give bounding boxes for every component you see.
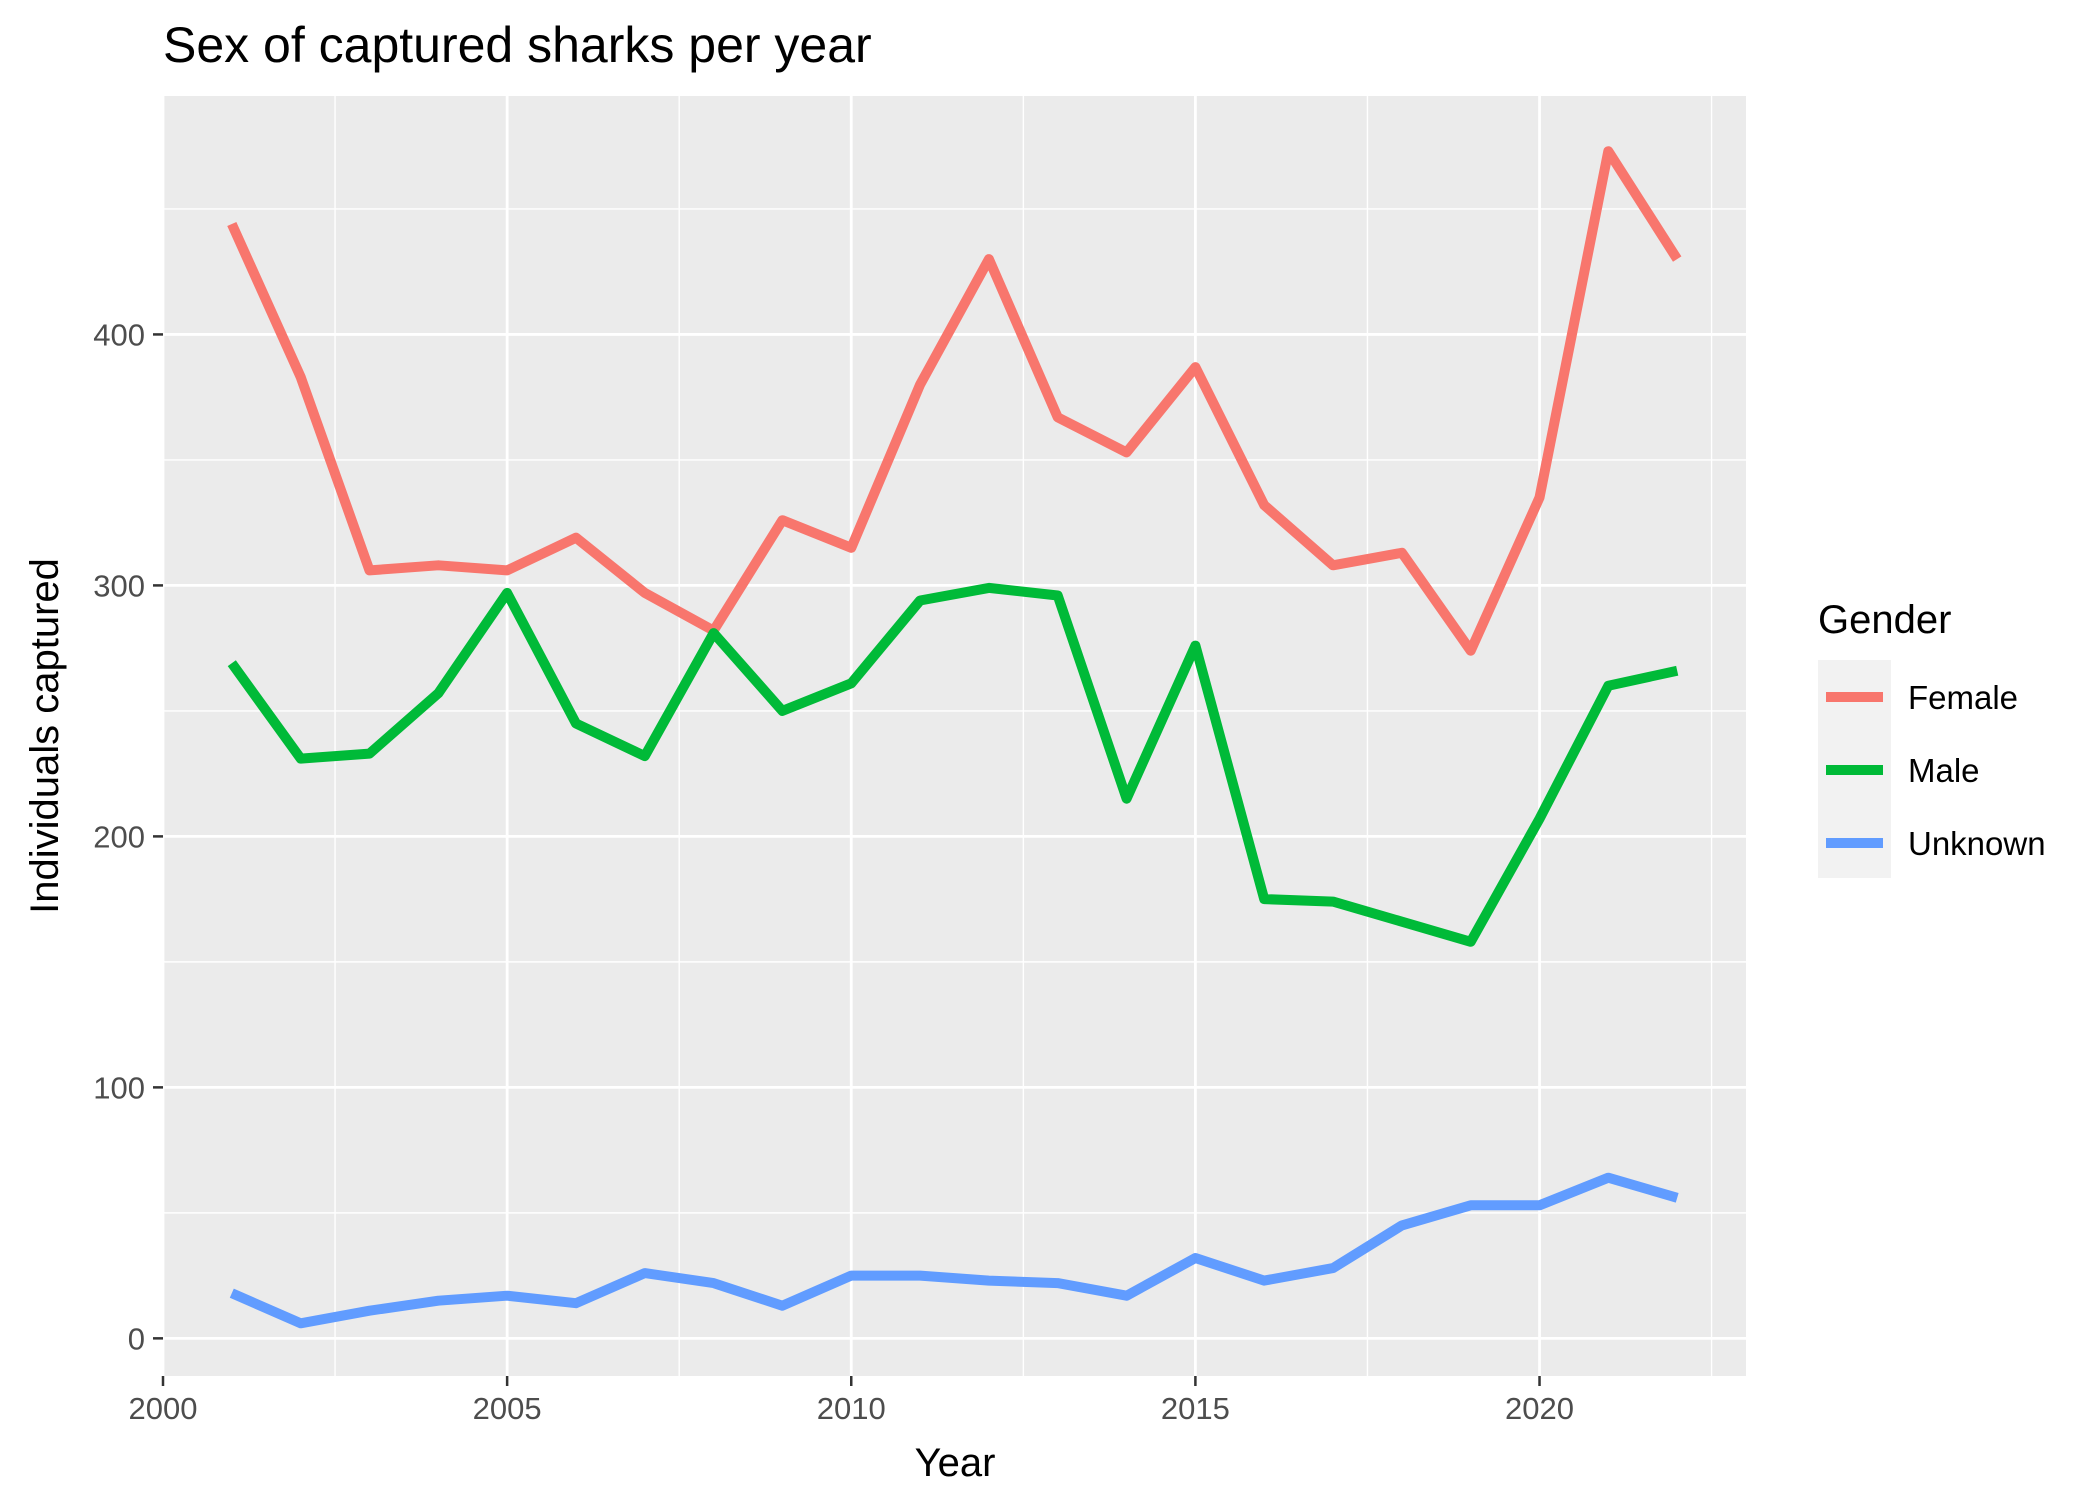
legend-title: Gender bbox=[1818, 598, 1951, 642]
series-lines bbox=[227, 146, 1682, 1329]
plot-panel bbox=[163, 96, 1746, 1376]
y-axis-label: Individuals captured bbox=[23, 558, 67, 914]
legend-label-female: Female bbox=[1908, 679, 2018, 716]
y-tick-label: 200 bbox=[93, 819, 145, 854]
series-line-female bbox=[227, 146, 1682, 656]
y-tick-label: 400 bbox=[93, 317, 145, 352]
legend: Gender Female Male Unknown bbox=[1818, 598, 2046, 878]
legend-label-male: Male bbox=[1908, 752, 1980, 789]
y-tick-label: 0 bbox=[128, 1321, 145, 1356]
y-tick-label: 100 bbox=[93, 1070, 145, 1105]
legend-items: Female Male Unknown bbox=[1826, 679, 2046, 862]
chart-title: Sex of captured sharks per year bbox=[163, 17, 872, 73]
x-tick-label: 2020 bbox=[1505, 1391, 1574, 1426]
x-tick-label: 2005 bbox=[473, 1391, 542, 1426]
series-line-male bbox=[227, 582, 1679, 947]
y-tick-label: 300 bbox=[93, 568, 145, 603]
x-axis-label: Year bbox=[915, 1441, 996, 1485]
x-tick-label: 2000 bbox=[129, 1391, 198, 1426]
x-tick-label: 2010 bbox=[817, 1391, 886, 1426]
minor-grid bbox=[163, 96, 1746, 1376]
x-tick-label: 2015 bbox=[1161, 1391, 1230, 1426]
legend-label-unknown: Unknown bbox=[1908, 825, 2046, 862]
x-axis-ticks: 2000 2005 2010 2015 2020 bbox=[129, 1376, 1574, 1426]
y-axis-ticks: 0 100 200 300 400 bbox=[93, 317, 163, 1356]
major-grid bbox=[161, 96, 1746, 1376]
series-line-unknown bbox=[229, 1172, 1679, 1329]
